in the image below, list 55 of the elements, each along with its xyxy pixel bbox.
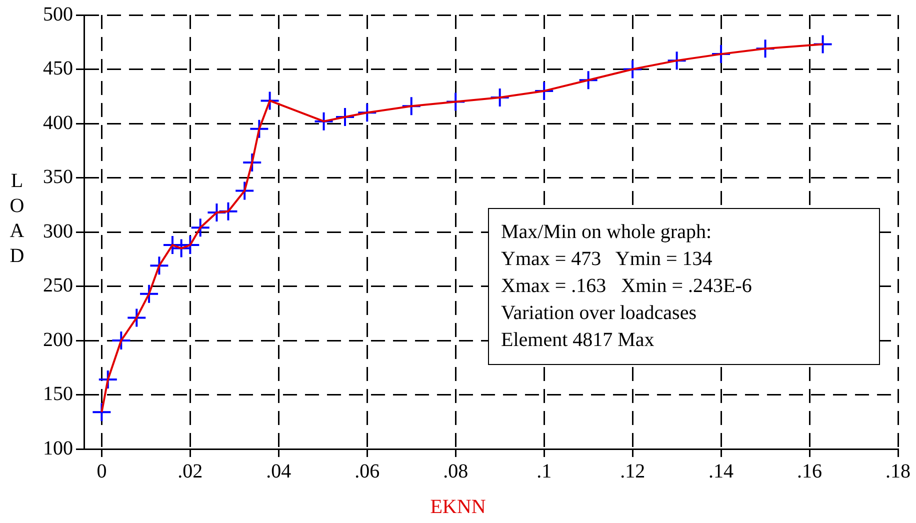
annotation: Ymax = 473 Ymin = 134 — [501, 247, 714, 272]
x-tick-label: .1 — [536, 460, 552, 482]
annotation: Max/Min on whole graph: — [501, 220, 713, 245]
point — [92, 402, 112, 422]
point — [534, 80, 554, 101]
y-tick-label: 100 — [43, 437, 73, 460]
point — [98, 370, 118, 390]
point — [234, 180, 255, 201]
point — [162, 235, 182, 256]
y-tick-label: 150 — [43, 383, 73, 405]
point — [139, 284, 160, 304]
point — [578, 70, 598, 90]
point — [446, 92, 466, 112]
point — [755, 38, 776, 59]
x-tick-label: .08 — [443, 460, 468, 482]
point — [260, 90, 280, 111]
point — [401, 96, 422, 116]
point — [149, 256, 170, 276]
x-tick-label: .12 — [620, 460, 646, 482]
point — [180, 235, 200, 256]
point — [171, 238, 192, 258]
point — [111, 330, 132, 350]
point — [126, 308, 147, 328]
point — [190, 218, 210, 238]
x-tick-label: .14 — [708, 460, 734, 482]
y-tick-label: 500 — [43, 3, 73, 26]
x-tick-label: .18 — [886, 460, 910, 482]
point — [314, 111, 334, 132]
x-tick-label: .16 — [797, 460, 822, 482]
point — [812, 34, 833, 54]
y-axis-title: LOAD — [5, 170, 28, 270]
y-tick-label: 450 — [43, 58, 73, 80]
point — [711, 44, 732, 64]
x-tick-label: .04 — [266, 460, 292, 482]
y-tick-label: 200 — [43, 328, 73, 351]
y-tick-label: 250 — [43, 274, 73, 296]
point — [490, 87, 510, 108]
annotation: Variation over loadcases — [501, 301, 698, 326]
y-tick-label: 300 — [43, 220, 73, 242]
point — [622, 59, 643, 80]
point — [666, 50, 687, 71]
x-tick-label: .06 — [354, 460, 380, 482]
x-axis-title: EKNN — [429, 496, 487, 519]
point — [206, 202, 227, 222]
annotation: Xmax = .163 Xmin = .243E-6 — [501, 274, 753, 299]
y-tick-label: 350 — [43, 166, 73, 188]
point — [249, 118, 270, 139]
y-tick-label: 400 — [43, 112, 73, 134]
point — [335, 106, 356, 127]
point — [242, 152, 262, 173]
x-tick-label: 0 — [96, 460, 107, 482]
point — [218, 201, 238, 222]
point — [357, 102, 378, 123]
annotation: Element 4817 Max — [501, 328, 656, 353]
x-tick-label: .02 — [178, 460, 203, 482]
